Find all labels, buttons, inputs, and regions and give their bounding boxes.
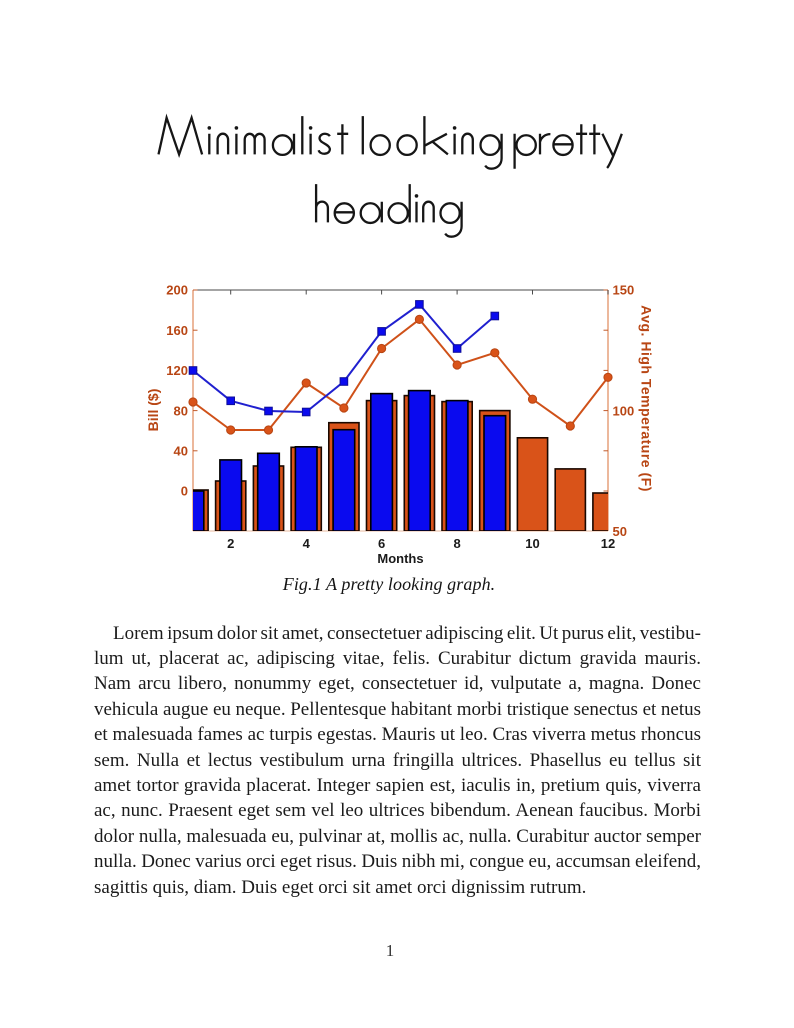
svg-text:Avg. High Temperature (F): Avg. High Temperature (F) [639,305,655,492]
svg-text:Bill ($): Bill ($) [145,389,161,432]
svg-text:120: 120 [166,363,188,378]
svg-text:2: 2 [227,536,234,551]
svg-text:0: 0 [181,484,188,499]
svg-text:10: 10 [525,536,539,551]
svg-text:6: 6 [378,536,385,551]
svg-text:100: 100 [613,403,635,418]
svg-text:50: 50 [613,524,627,539]
svg-text:200: 200 [166,283,188,298]
svg-text:4: 4 [303,536,311,551]
svg-text:150: 150 [613,283,635,298]
svg-text:40: 40 [174,444,188,459]
svg-text:Months: Months [377,551,423,566]
svg-text:8: 8 [453,536,460,551]
svg-text:80: 80 [174,403,188,418]
svg-text:160: 160 [166,323,188,338]
svg-text:12: 12 [601,536,615,551]
